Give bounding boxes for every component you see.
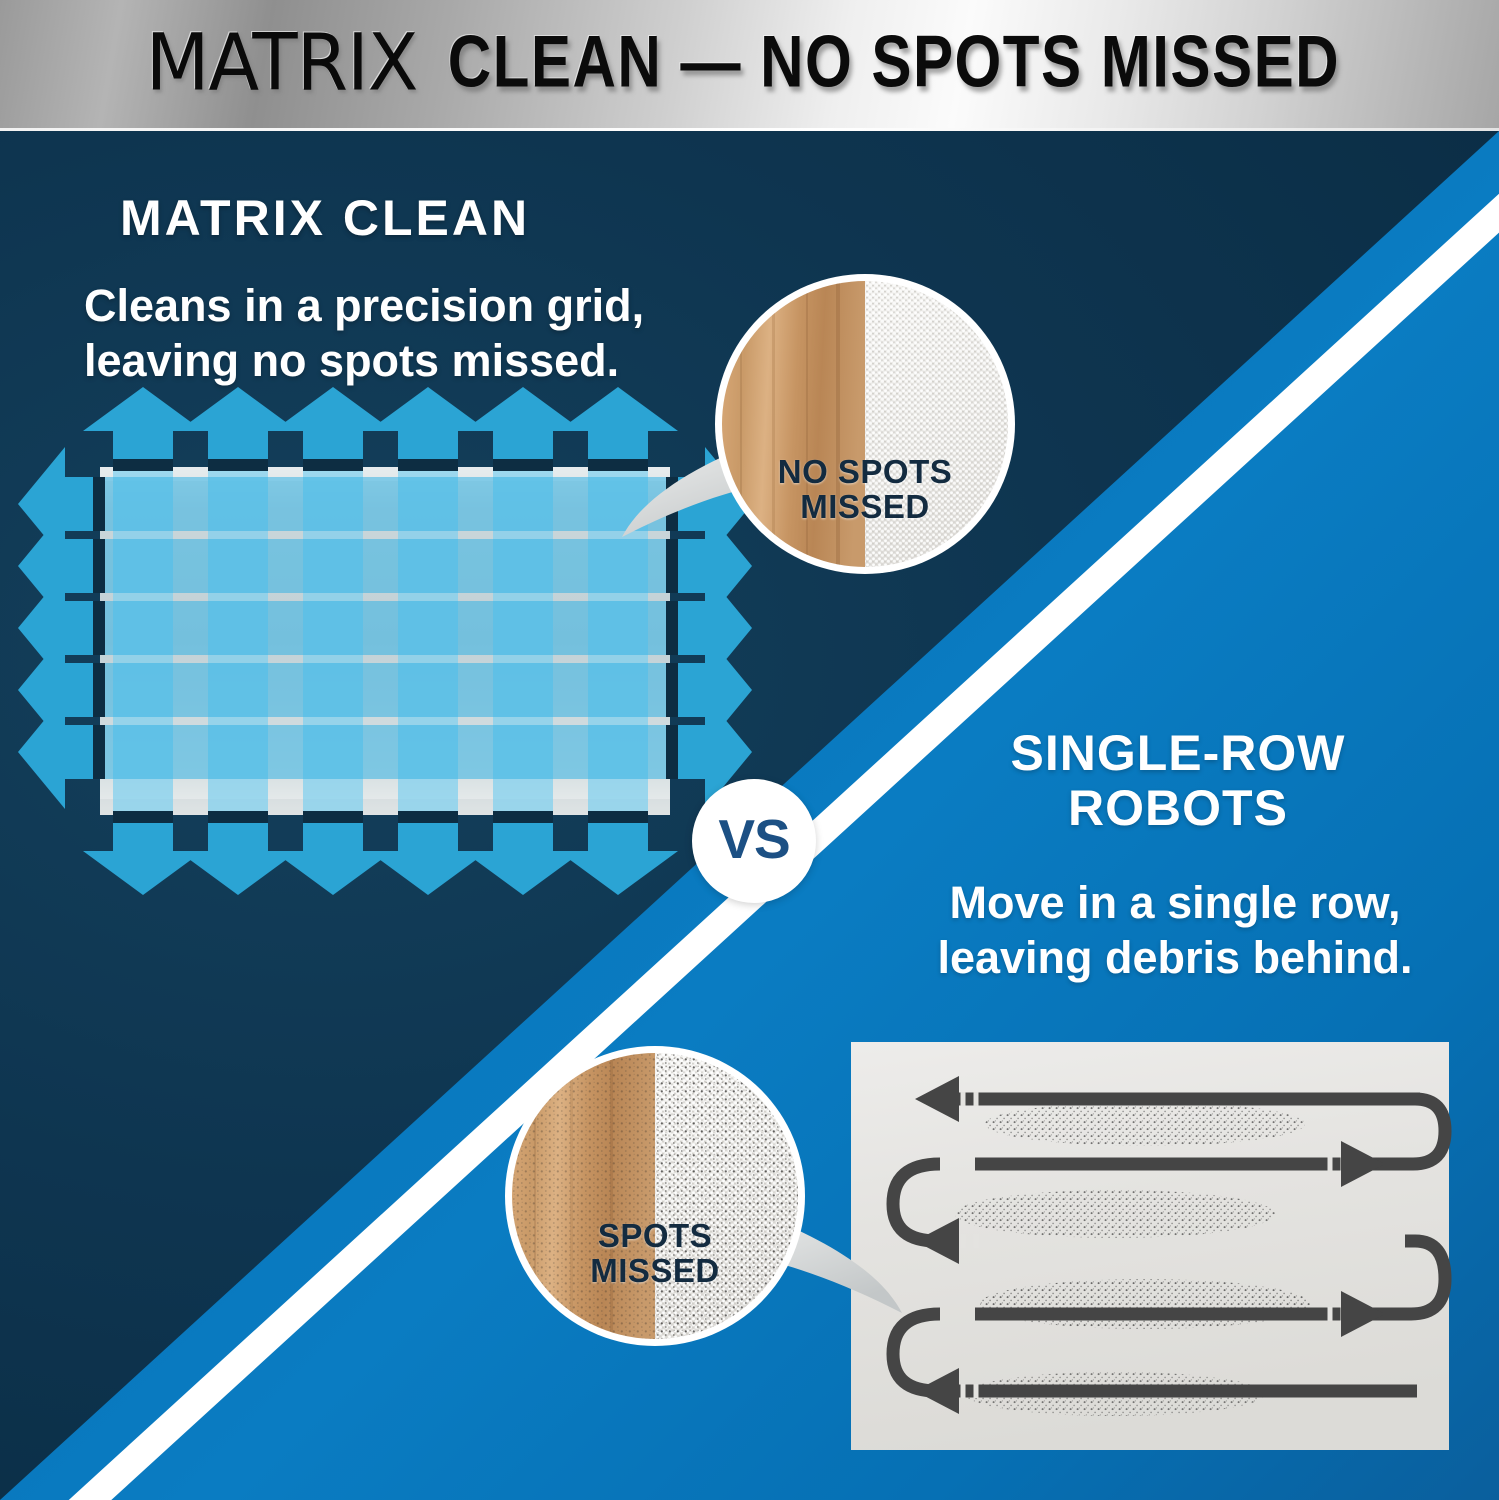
badge-no-spots-missed: NO SPOTS MISSED <box>622 269 1020 579</box>
header-banner: MATRIX CLEAN — NO SPOTS MISSED <box>0 0 1499 131</box>
vs-label: VS <box>718 808 790 870</box>
left-panel-heading: MATRIX CLEAN <box>120 190 531 246</box>
brand-wordmark: MATRIX <box>145 16 419 109</box>
path-arrowheads <box>915 1076 1385 1414</box>
badge-split-photo <box>722 281 1008 567</box>
grid-arrows-left <box>18 447 95 809</box>
right-panel-heading: SINGLE-ROW ROBOTS <box>900 726 1456 836</box>
grid-arrows-right <box>675 447 752 809</box>
comparison-body: MATRIX CLEAN Cleans in a precision grid,… <box>0 131 1499 1500</box>
grid-edge-notches <box>93 459 678 823</box>
left-desc-line: Cleans in a precision grid, leaving no s… <box>84 280 645 386</box>
grid-arrows-top <box>83 387 678 461</box>
header-title-row: MATRIX CLEAN — NO SPOTS MISSED <box>0 0 1499 131</box>
right-desc-text: Move in a single row, leaving debris beh… <box>937 877 1413 983</box>
grid-horizontal-bands <box>100 477 670 779</box>
left-panel-description: Cleans in a precision grid, leaving no s… <box>84 279 724 389</box>
serpentine-path-diagram <box>845 1036 1455 1456</box>
vs-badge: VS <box>692 779 816 903</box>
badge-split-photo-dirty <box>512 1053 798 1339</box>
precision-grid-diagram <box>18 387 752 895</box>
badge-spots-missed: SPOTS MISSED <box>500 1041 902 1351</box>
right-panel-description: Move in a single row, leaving debris beh… <box>880 876 1470 986</box>
right-head-text: SINGLE-ROW ROBOTS <box>1010 725 1346 836</box>
header-tagline: CLEAN — NO SPOTS MISSED <box>447 21 1340 103</box>
grid-arrows-bottom <box>83 821 678 895</box>
